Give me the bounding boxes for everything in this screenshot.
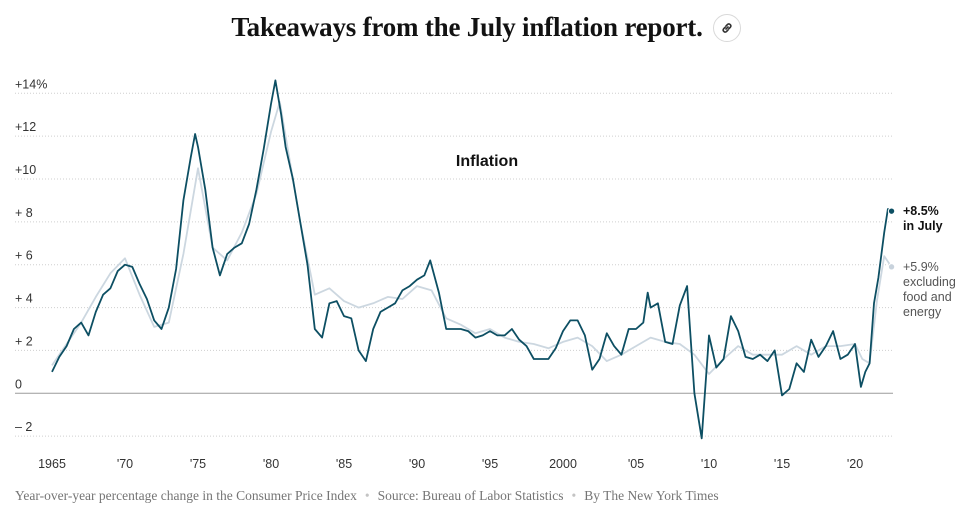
y-tick-label: +10 bbox=[15, 163, 36, 177]
y-tick-label: – 2 bbox=[15, 420, 32, 434]
x-tick-label: '70 bbox=[117, 457, 133, 471]
x-tick-label: 2000 bbox=[549, 457, 577, 471]
x-tick-label: '90 bbox=[409, 457, 425, 471]
caption-description: Year-over-year percentage change in the … bbox=[15, 488, 357, 503]
link-icon bbox=[722, 22, 732, 33]
y-tick-label: +12 bbox=[15, 120, 36, 134]
core-end-label: excluding bbox=[903, 275, 956, 289]
x-tick-label: 1965 bbox=[38, 457, 66, 471]
y-tick-label: + 6 bbox=[15, 249, 33, 263]
headline-row: Takeaways from the July inflation report… bbox=[0, 12, 972, 43]
core-end-point bbox=[887, 263, 896, 271]
core-end-label: food and bbox=[903, 290, 952, 304]
x-tick-label: '80 bbox=[263, 457, 279, 471]
x-tick-label: '95 bbox=[482, 457, 498, 471]
link-button[interactable] bbox=[712, 13, 741, 42]
y-axis-labels: +14% +12 +10 + 8 + 6 + 4 + 2 0 – 2 bbox=[15, 77, 47, 434]
x-tick-label: '85 bbox=[336, 457, 352, 471]
x-tick-label: '10 bbox=[701, 457, 717, 471]
y-tick-label: 0 bbox=[15, 377, 22, 391]
headline: Takeaways from the July inflation report… bbox=[231, 12, 703, 42]
separator-dot: • bbox=[571, 488, 577, 503]
x-tick-label: '15 bbox=[774, 457, 790, 471]
series-lines bbox=[51, 79, 896, 440]
y-tick-label: + 2 bbox=[15, 334, 33, 348]
core-cpi-line bbox=[51, 101, 893, 375]
separator-dot: • bbox=[364, 488, 370, 503]
headline-end-point bbox=[887, 207, 896, 215]
x-axis-labels: 1965 '70 '75 '80 '85 '90 '95 2000 '05 '10 '15 '20 bbox=[38, 457, 863, 471]
x-tick-label: '05 bbox=[628, 457, 644, 471]
x-tick-label: '20 bbox=[847, 457, 863, 471]
headline-cpi-line bbox=[51, 79, 892, 440]
x-tick-label: '75 bbox=[190, 457, 206, 471]
headline-end-label: in July bbox=[903, 219, 943, 233]
core-end-label: energy bbox=[903, 305, 942, 319]
y-tick-label: +14% bbox=[15, 77, 47, 91]
headline-end-label: +8.5% bbox=[903, 204, 939, 218]
caption-source: Source: Bureau of Labor Statistics bbox=[377, 488, 564, 503]
core-end-label: +5.9% bbox=[903, 260, 939, 274]
y-tick-label: + 8 bbox=[15, 206, 33, 220]
y-tick-label: + 4 bbox=[15, 292, 33, 306]
grid-lines bbox=[15, 92, 893, 437]
chart-title: Inflation bbox=[456, 153, 518, 170]
caption-credit: By The New York Times bbox=[584, 488, 719, 503]
chart-caption: Year-over-year percentage change in the … bbox=[15, 488, 719, 504]
